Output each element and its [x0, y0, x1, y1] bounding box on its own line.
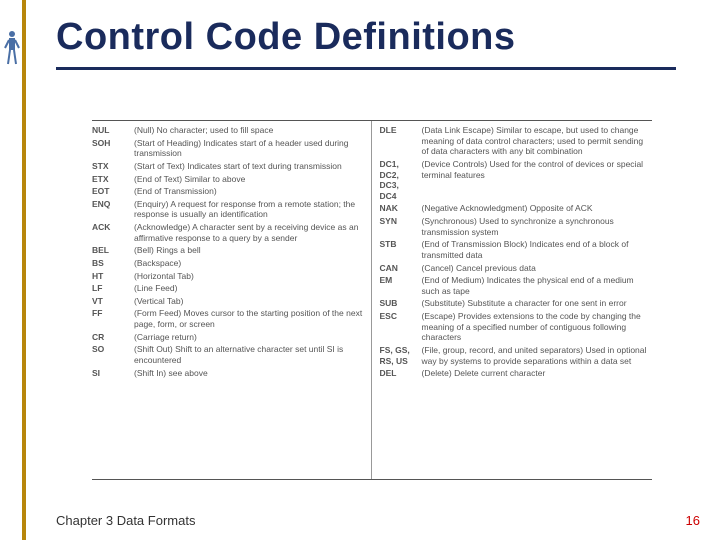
- control-code: SUB: [380, 298, 422, 309]
- definition-entry: EM(End of Medium) Indicates the physical…: [380, 275, 653, 296]
- definition-entry: NUL(Null) No character; used to fill spa…: [92, 125, 365, 136]
- footer: Chapter 3 Data Formats 16: [56, 513, 700, 528]
- control-code: STX: [92, 161, 134, 172]
- control-code-description: (Shift In) see above: [134, 368, 365, 379]
- control-code-description: (Cancel) Cancel previous data: [422, 263, 653, 274]
- definition-entry: NAK(Negative Acknowledgment) Opposite of…: [380, 203, 653, 214]
- slide-title: Control Code Definitions: [56, 16, 700, 59]
- control-code: BEL: [92, 245, 134, 256]
- definition-entry: DEL(Delete) Delete current character: [380, 368, 653, 379]
- title-underline: [56, 67, 676, 70]
- control-code: ENQ: [92, 199, 134, 210]
- control-code: FF: [92, 308, 134, 319]
- definition-entry: CAN(Cancel) Cancel previous data: [380, 263, 653, 274]
- definition-entry: SO(Shift Out) Shift to an alternative ch…: [92, 344, 365, 365]
- control-code-description: (End of Transmission Block) Indicates en…: [422, 239, 653, 260]
- control-code-description: (Synchronous) Used to synchronize a sync…: [422, 216, 653, 237]
- control-code-description: (Device Controls) Used for the control o…: [422, 159, 653, 180]
- control-code: DLE: [380, 125, 422, 136]
- control-code-description: (End of Medium) Indicates the physical e…: [422, 275, 653, 296]
- definition-entry: HT(Horizontal Tab): [92, 271, 365, 282]
- control-code: NUL: [92, 125, 134, 136]
- definition-entry: STX(Start of Text) Indicates start of te…: [92, 161, 365, 172]
- control-code-description: (Backspace): [134, 258, 365, 269]
- definition-entry: DLE(Data Link Escape) Similar to escape,…: [380, 125, 653, 157]
- control-code-description: (Horizontal Tab): [134, 271, 365, 282]
- control-code: ETX: [92, 174, 134, 185]
- definition-entry: ACK(Acknowledge) A character sent by a r…: [92, 222, 365, 243]
- definition-entry: FS, GS, RS, US(File, group, record, and …: [380, 345, 653, 366]
- control-code: LF: [92, 283, 134, 294]
- control-code-description: (Carriage return): [134, 332, 365, 343]
- definition-entry: SUB(Substitute) Substitute a character f…: [380, 298, 653, 309]
- control-code-description: (Negative Acknowledgment) Opposite of AC…: [422, 203, 653, 214]
- control-code-description: (Start of Heading) Indicates start of a …: [134, 138, 365, 159]
- control-code-description: (Start of Text) Indicates start of text …: [134, 161, 365, 172]
- footer-chapter: Chapter 3 Data Formats: [56, 513, 195, 528]
- control-code: SI: [92, 368, 134, 379]
- control-code: SO: [92, 344, 134, 355]
- definition-entry: BEL(Bell) Rings a bell: [92, 245, 365, 256]
- control-code-description: (File, group, record, and united separat…: [422, 345, 653, 366]
- definition-entry: BS(Backspace): [92, 258, 365, 269]
- footer-page-number: 16: [686, 513, 700, 528]
- control-code-description: (Substitute) Substitute a character for …: [422, 298, 653, 309]
- definition-entry: SOH(Start of Heading) Indicates start of…: [92, 138, 365, 159]
- control-code-description: (Bell) Rings a bell: [134, 245, 365, 256]
- control-code: DEL: [380, 368, 422, 379]
- control-code: EM: [380, 275, 422, 286]
- definition-entry: STB(End of Transmission Block) Indicates…: [380, 239, 653, 260]
- control-code: FS, GS, RS, US: [380, 345, 422, 366]
- definition-entry: ESC(Escape) Provides extensions to the c…: [380, 311, 653, 343]
- definition-entry: LF(Line Feed): [92, 283, 365, 294]
- definition-entry: EOT(End of Transmission): [92, 186, 365, 197]
- control-code-description: (Enquiry) A request for response from a …: [134, 199, 365, 220]
- control-code: CAN: [380, 263, 422, 274]
- control-code: HT: [92, 271, 134, 282]
- control-code: NAK: [380, 203, 422, 214]
- definition-entry: VT(Vertical Tab): [92, 296, 365, 307]
- left-column: NUL(Null) No character; used to fill spa…: [92, 121, 372, 479]
- definition-entry: DC1, DC2, DC3, DC4(Device Controls) Used…: [380, 159, 653, 202]
- decorative-figure-icon: [4, 30, 20, 66]
- control-code: VT: [92, 296, 134, 307]
- control-code: EOT: [92, 186, 134, 197]
- definition-entry: SYN(Synchronous) Used to synchronize a s…: [380, 216, 653, 237]
- control-code-description: (End of Transmission): [134, 186, 365, 197]
- vertical-accent-bar: [22, 0, 26, 540]
- control-code: CR: [92, 332, 134, 343]
- control-code-description: (End of Text) Similar to above: [134, 174, 365, 185]
- control-code: SYN: [380, 216, 422, 227]
- control-code-description: (Form Feed) Moves cursor to the starting…: [134, 308, 365, 329]
- control-code: ACK: [92, 222, 134, 233]
- definition-entry: FF(Form Feed) Moves cursor to the starti…: [92, 308, 365, 329]
- control-code: DC1, DC2, DC3, DC4: [380, 159, 422, 202]
- control-code-description: (Data Link Escape) Similar to escape, bu…: [422, 125, 653, 157]
- control-code-description: (Shift Out) Shift to an alternative char…: [134, 344, 365, 365]
- definitions-table: NUL(Null) No character; used to fill spa…: [92, 120, 652, 480]
- control-code-description: (Delete) Delete current character: [422, 368, 653, 379]
- control-code-description: (Vertical Tab): [134, 296, 365, 307]
- definition-entry: ETX(End of Text) Similar to above: [92, 174, 365, 185]
- right-column: DLE(Data Link Escape) Similar to escape,…: [372, 121, 653, 479]
- control-code: SOH: [92, 138, 134, 149]
- control-code: STB: [380, 239, 422, 250]
- control-code-description: (Null) No character; used to fill space: [134, 125, 365, 136]
- definition-entry: ENQ(Enquiry) A request for response from…: [92, 199, 365, 220]
- control-code: ESC: [380, 311, 422, 322]
- control-code: BS: [92, 258, 134, 269]
- control-code-description: (Line Feed): [134, 283, 365, 294]
- definition-entry: SI(Shift In) see above: [92, 368, 365, 379]
- definition-entry: CR(Carriage return): [92, 332, 365, 343]
- control-code-description: (Acknowledge) A character sent by a rece…: [134, 222, 365, 243]
- title-area: Control Code Definitions: [56, 16, 700, 70]
- control-code-description: (Escape) Provides extensions to the code…: [422, 311, 653, 343]
